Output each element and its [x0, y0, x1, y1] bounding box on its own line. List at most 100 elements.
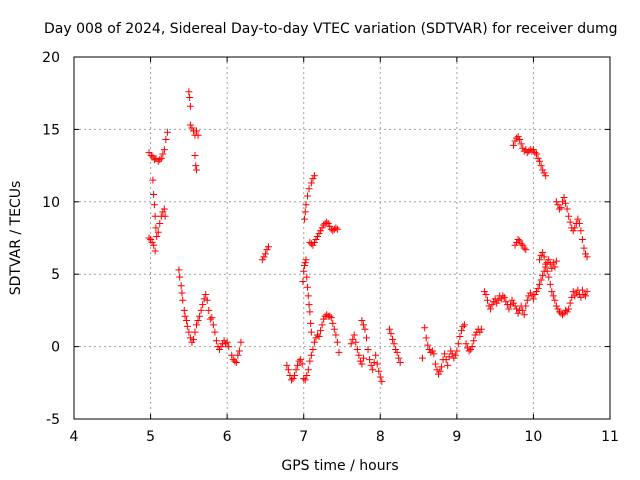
data-point: [516, 237, 524, 245]
data-point: [317, 327, 325, 335]
data-point: [300, 374, 308, 382]
data-point: [560, 309, 568, 317]
data-point: [459, 322, 467, 330]
data-point: [536, 280, 544, 288]
data-point: [315, 332, 323, 340]
x-tick-label: 4: [70, 429, 79, 445]
data-point: [215, 345, 223, 353]
y-tick-labels: -5 0 5 10 15 20: [42, 50, 60, 428]
data-point: [193, 127, 201, 135]
data-point: [206, 315, 214, 323]
data-point: [438, 363, 446, 371]
data-point: [329, 319, 337, 327]
data-point: [480, 288, 488, 296]
data-point: [539, 272, 547, 280]
data-point: [147, 151, 155, 159]
data-point: [310, 338, 318, 346]
data-point: [261, 250, 269, 258]
data-point: [522, 302, 530, 310]
data-point: [211, 328, 219, 336]
data-point: [150, 191, 158, 199]
data-point: [494, 296, 502, 304]
data-point: [193, 321, 201, 329]
data-point: [163, 128, 171, 136]
data-point: [548, 288, 556, 296]
x-tick-label: 9: [452, 429, 461, 445]
x-tick-label: 10: [525, 429, 543, 445]
data-point: [231, 357, 239, 365]
data-point: [520, 244, 528, 252]
data-point: [537, 162, 545, 170]
data-point: [453, 347, 461, 355]
data-point: [185, 328, 193, 336]
data-point: [147, 235, 155, 243]
data-point: [186, 121, 194, 129]
data-point: [376, 373, 384, 381]
data-point: [488, 301, 496, 309]
data-point: [536, 256, 544, 264]
data-point: [549, 292, 557, 300]
data-point: [183, 322, 191, 330]
data-point: [309, 175, 317, 183]
data-point: [539, 248, 547, 256]
data-point: [476, 328, 484, 336]
data-point: [554, 201, 562, 209]
data-series-sdtvar: [145, 88, 591, 385]
data-point: [350, 331, 358, 339]
data-point: [529, 146, 537, 154]
data-point: [181, 312, 189, 320]
data-point: [510, 141, 518, 149]
data-point: [424, 341, 432, 349]
data-point: [571, 292, 579, 300]
data-point: [559, 198, 567, 206]
data-point: [160, 205, 168, 213]
data-point: [471, 331, 479, 339]
data-point: [157, 154, 165, 162]
data-point: [303, 273, 311, 281]
data-point: [531, 149, 539, 157]
data-point: [450, 354, 458, 362]
data-point: [577, 293, 585, 301]
data-point: [451, 351, 459, 359]
data-point: [428, 347, 436, 355]
data-point: [318, 321, 326, 329]
data-point: [310, 172, 318, 180]
data-point: [156, 156, 164, 164]
data-point: [150, 241, 158, 249]
data-point: [418, 354, 426, 362]
data-point: [301, 259, 309, 267]
data-point: [536, 157, 544, 165]
data-point: [295, 357, 303, 365]
data-point: [548, 264, 556, 272]
data-point: [436, 367, 444, 375]
data-point: [565, 305, 573, 313]
data-point: [540, 253, 548, 261]
data-point: [565, 212, 573, 220]
data-point: [543, 267, 551, 275]
data-point: [554, 305, 562, 313]
data-point: [264, 243, 272, 251]
data-point: [302, 201, 310, 209]
data-point: [422, 334, 430, 342]
data-point: [517, 240, 525, 248]
data-point: [457, 327, 465, 335]
data-point: [546, 280, 554, 288]
data-point: [555, 205, 563, 213]
data-point: [367, 361, 375, 369]
data-point: [465, 347, 473, 355]
data-point: [323, 311, 331, 319]
data-point: [197, 306, 205, 314]
data-point: [468, 343, 476, 351]
data-point: [531, 290, 539, 298]
data-point: [258, 256, 266, 264]
data-point: [519, 241, 527, 249]
data-point: [513, 134, 521, 142]
data-point: [320, 315, 328, 323]
data-point: [300, 267, 308, 275]
data-point: [307, 319, 315, 327]
data-point: [516, 136, 524, 144]
y-tick-label: 0: [51, 340, 60, 356]
data-point: [291, 372, 299, 380]
data-point: [555, 308, 563, 316]
